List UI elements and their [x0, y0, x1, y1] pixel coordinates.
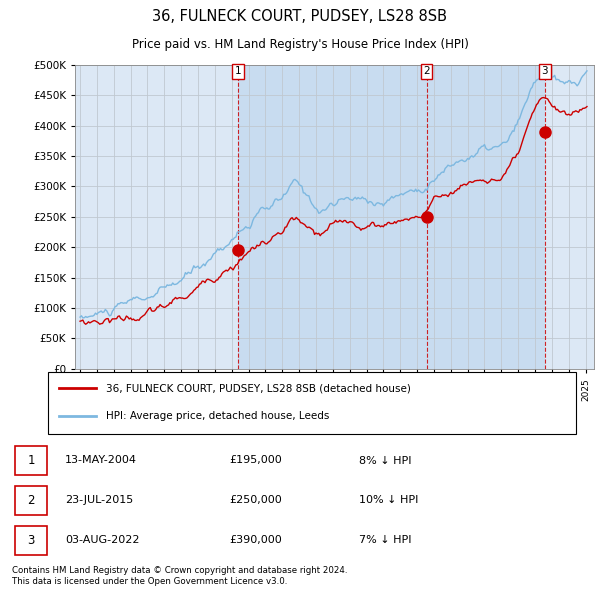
Bar: [427, 65, 545, 369]
Text: 7% ↓ HPI: 7% ↓ HPI: [359, 535, 412, 545]
Text: 8% ↓ HPI: 8% ↓ HPI: [359, 455, 412, 466]
Text: 3: 3: [542, 66, 548, 76]
Text: 2: 2: [423, 66, 430, 76]
FancyBboxPatch shape: [15, 446, 47, 475]
Text: 36, FULNECK COURT, PUDSEY, LS28 8SB (detached house): 36, FULNECK COURT, PUDSEY, LS28 8SB (det…: [106, 384, 411, 394]
FancyBboxPatch shape: [48, 372, 576, 434]
Text: 13-MAY-2004: 13-MAY-2004: [65, 455, 137, 466]
Text: Price paid vs. HM Land Registry's House Price Index (HPI): Price paid vs. HM Land Registry's House …: [131, 38, 469, 51]
Text: 2: 2: [27, 494, 35, 507]
FancyBboxPatch shape: [15, 486, 47, 515]
Text: 36, FULNECK COURT, PUDSEY, LS28 8SB: 36, FULNECK COURT, PUDSEY, LS28 8SB: [152, 9, 448, 24]
Text: 3: 3: [28, 533, 35, 547]
Text: £390,000: £390,000: [229, 535, 282, 545]
Text: 03-AUG-2022: 03-AUG-2022: [65, 535, 139, 545]
Bar: [238, 65, 427, 369]
Text: 10% ↓ HPI: 10% ↓ HPI: [359, 496, 418, 505]
Text: HPI: Average price, detached house, Leeds: HPI: Average price, detached house, Leed…: [106, 411, 329, 421]
Text: 1: 1: [235, 66, 241, 76]
Text: 23-JUL-2015: 23-JUL-2015: [65, 496, 133, 505]
Text: Contains HM Land Registry data © Crown copyright and database right 2024.
This d: Contains HM Land Registry data © Crown c…: [12, 566, 347, 586]
Text: £250,000: £250,000: [229, 496, 282, 505]
FancyBboxPatch shape: [15, 526, 47, 555]
Text: 1: 1: [27, 454, 35, 467]
Text: £195,000: £195,000: [229, 455, 282, 466]
